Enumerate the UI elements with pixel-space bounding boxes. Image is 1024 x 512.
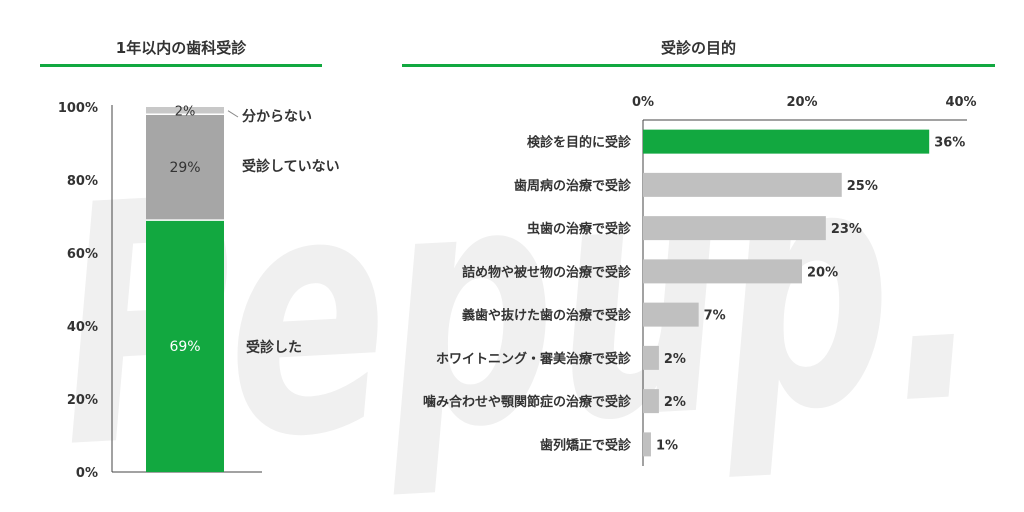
y-tick-label: 0% (76, 466, 98, 481)
bar-value-label: 20% (807, 265, 838, 280)
category-label: 詰め物や被せ物の治療で受診 (462, 264, 632, 280)
segment-data-label: 2% (175, 105, 196, 120)
bar-value-label: 2% (664, 352, 686, 367)
bar (643, 216, 826, 241)
category-label: 噛み合わせや顎関節症の治療で受診 (423, 394, 632, 410)
bar (643, 259, 802, 284)
bar-value-label: 7% (704, 309, 726, 324)
y-tick-label: 40% (67, 320, 98, 335)
bar-value-label: 23% (831, 222, 862, 237)
bar (643, 432, 651, 457)
bar (643, 345, 659, 370)
series-label: 受診した (246, 339, 302, 356)
category-label: ホワイトニング・審美治療で受診 (436, 351, 632, 367)
segment-data-label: 29% (169, 160, 200, 176)
y-tick-label: 60% (67, 247, 98, 262)
bar (643, 302, 699, 327)
x-tick-label: 20% (786, 95, 817, 110)
leader-line (227, 110, 239, 118)
left-chart-title: 1年以内の歯科受診 (115, 39, 247, 57)
bar-value-label: 1% (656, 438, 678, 453)
category-label: 歯周病の治療で受診 (514, 178, 632, 194)
y-tick-label: 80% (67, 174, 98, 189)
category-label: 虫歯の治療で受診 (527, 221, 632, 237)
bar-value-label: 2% (664, 395, 686, 410)
bar-value-label: 25% (847, 179, 878, 194)
right-title-rule (402, 64, 995, 67)
category-label: 義歯や抜けた歯の治療で受診 (462, 308, 632, 324)
y-tick-label: 100% (58, 101, 98, 116)
category-label: 検診を目的に受診 (527, 135, 632, 151)
bar (643, 172, 842, 197)
x-tick-label: 0% (632, 95, 654, 110)
right-chart-title: 受診の目的 (660, 39, 736, 57)
stack-segment (146, 114, 224, 221)
series-label: 分からない (242, 109, 312, 125)
series-label: 受診していない (242, 158, 340, 175)
y-tick-label: 20% (67, 393, 98, 408)
bar (643, 129, 930, 154)
category-label: 歯列矯正で受診 (540, 437, 632, 453)
bar (643, 389, 659, 414)
bar-value-label: 36% (934, 136, 965, 151)
x-tick-label: 40% (945, 95, 976, 110)
segment-data-label: 69% (169, 339, 200, 355)
stack-segment (146, 107, 224, 115)
left-title-rule (40, 64, 322, 67)
stack-segment (146, 220, 224, 472)
